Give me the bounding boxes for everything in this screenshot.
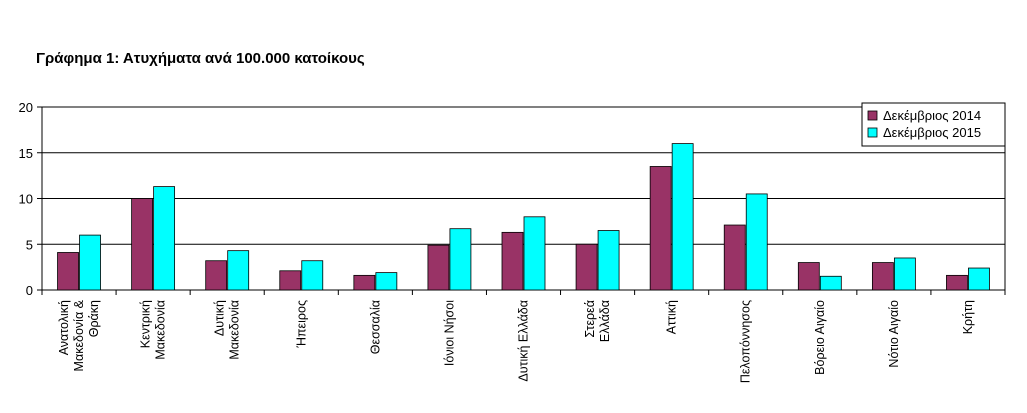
bar-series2-10 bbox=[745, 193, 768, 291]
bar-series2-8 bbox=[597, 230, 620, 291]
bar-series1-11 bbox=[797, 262, 820, 291]
y-tick-label-5: 5 bbox=[26, 237, 33, 252]
bar-series1-9 bbox=[649, 166, 672, 291]
bar-series2-11 bbox=[819, 275, 842, 291]
category-label-7-line-1: Δυτική Ελλάδα bbox=[517, 300, 531, 382]
bar-series2-13 bbox=[968, 267, 990, 291]
category-label-11-line-1: Βόρειο Αιγαίο bbox=[813, 300, 827, 375]
category-label-9-line-1: Αττική bbox=[665, 300, 679, 334]
category-label-5-line-1: Θεσσαλία bbox=[368, 300, 382, 354]
category-label-8-line-2: Ελλάδα bbox=[598, 300, 612, 342]
category-label-8-line-1: Στερεά bbox=[583, 300, 597, 338]
bar-series2-5 bbox=[375, 272, 398, 291]
category-label-4-line-1: Ήπειρος bbox=[294, 300, 308, 349]
category-label-13-line-1: Κρήτη bbox=[961, 300, 975, 334]
category-label-2-line-2: Μακεδονία bbox=[154, 300, 168, 360]
bars-layer bbox=[57, 143, 990, 291]
bar-series2-2 bbox=[153, 186, 176, 291]
bar-series2-6 bbox=[449, 228, 472, 291]
category-label-2-line-1: Κεντρική bbox=[139, 300, 153, 348]
category-label-6-line-1: Ιόνιοι Νήσοι bbox=[442, 300, 456, 366]
category-label-1-line-2: Μακεδονία & bbox=[72, 299, 86, 371]
chart-title: Γράφημα 1: Ατυχήματα ανά 100.000 κατοίκο… bbox=[36, 50, 365, 67]
category-label-3-line-1: Δυτική bbox=[213, 300, 227, 336]
bar-series1-8 bbox=[575, 243, 598, 291]
bar-series1-13 bbox=[946, 274, 968, 291]
bar-series1-3 bbox=[205, 260, 228, 291]
y-tick-label-0: 0 bbox=[26, 283, 33, 298]
category-label-1-line-1: Ανατολική bbox=[57, 300, 71, 355]
bar-series2-1 bbox=[79, 234, 101, 291]
bar-series2-7 bbox=[523, 216, 546, 291]
legend-swatch-1 bbox=[867, 110, 878, 121]
category-label-12-line-1: Νότιο Αιγαίο bbox=[887, 300, 901, 368]
legend: Δεκέμβριος 2014 Δεκέμβριος 2015 bbox=[861, 102, 1006, 147]
bar-series1-12 bbox=[871, 262, 894, 291]
grid-layer bbox=[41, 106, 1006, 291]
bar-series1-7 bbox=[501, 231, 524, 291]
bar-series1-1 bbox=[57, 252, 79, 291]
bar-series1-2 bbox=[131, 198, 154, 291]
category-label-3-line-2: Μακεδονία bbox=[228, 300, 242, 360]
bar-series1-6 bbox=[427, 244, 450, 291]
axis-layer: 0 5 10 15 20 bbox=[19, 100, 1006, 298]
y-tick-label-15: 15 bbox=[19, 146, 33, 161]
bar-series2-12 bbox=[893, 257, 916, 291]
category-label-1-line-3: Θράκη bbox=[87, 300, 101, 337]
legend-label-1: Δεκέμβριος 2014 bbox=[883, 108, 981, 123]
labels-layer: Ανατολική Μακεδονία & Θράκη Κεντρική Μακεδον… bbox=[57, 299, 975, 383]
legend-box bbox=[861, 102, 1006, 147]
bar-series1-10 bbox=[723, 224, 746, 291]
bar-series1-4 bbox=[279, 270, 302, 291]
bar-series1-5 bbox=[353, 274, 376, 291]
bar-series2-4 bbox=[301, 260, 324, 291]
category-label-10-line-1: Πελοπόννησος bbox=[739, 300, 753, 383]
legend-swatch-2 bbox=[867, 127, 878, 138]
y-tick-label-20: 20 bbox=[19, 100, 33, 115]
y-tick-label-10: 10 bbox=[19, 192, 33, 207]
legend-label-2: Δεκέμβριος 2015 bbox=[883, 125, 981, 140]
bar-series2-9 bbox=[671, 143, 694, 291]
bar-series2-3 bbox=[227, 250, 250, 291]
